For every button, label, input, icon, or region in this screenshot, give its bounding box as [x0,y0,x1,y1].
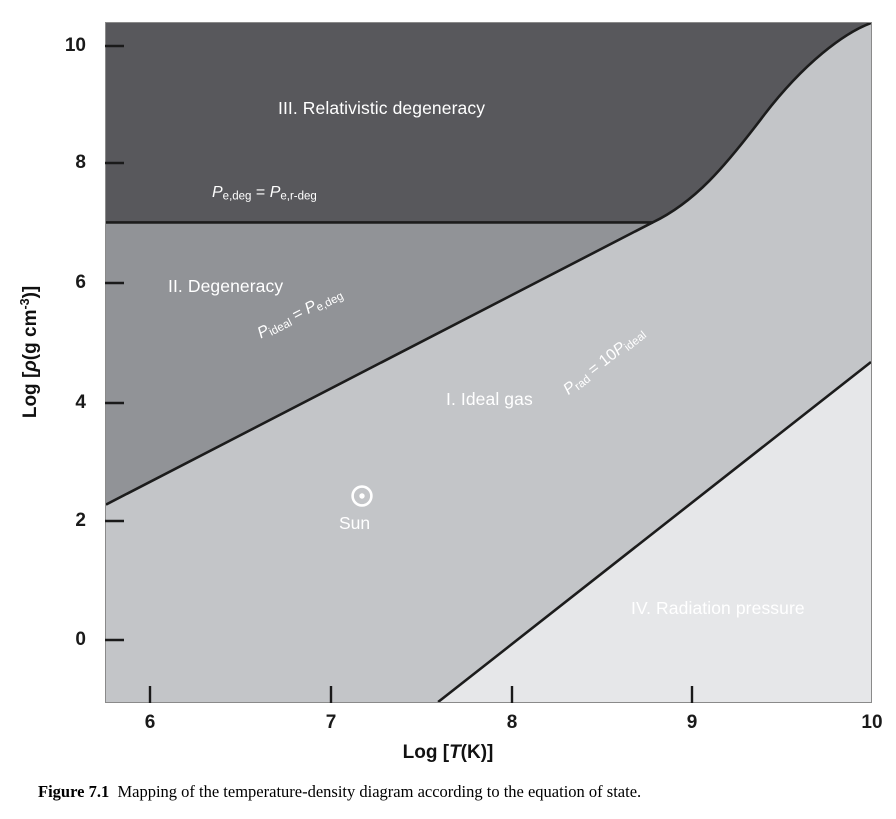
y-title-var: ρ [19,360,41,372]
sun-symbol-icon [351,485,373,507]
y-tick-label-6: 6 [75,272,86,293]
sun-label: Sun [339,513,371,533]
x-title-prefix: Log [ [402,742,450,763]
x-tick-label-7: 7 [325,712,337,733]
y-tick-label-4: 4 [75,392,86,413]
boundary-deg-rdeg [106,23,871,224]
y-tick-label-10: 10 [64,35,86,56]
x-tick-label-6: 6 [144,712,156,733]
y-title-open: (g cm [19,309,41,361]
x-tick-label-10: 10 [861,712,883,733]
y-title-close: )] [19,285,41,299]
y-axis-title: Log [ρ(g cm-3)] [18,285,41,419]
y-title-sup: -3 [18,298,33,310]
y-tick-label-0: 0 [75,629,86,650]
y-title-prefix: Log [ [19,371,41,419]
x-axis-title: Log [T(K)] [0,742,896,764]
caption-text: Mapping of the temperature-density diagr… [117,782,642,801]
y-tick-label-8: 8 [75,152,86,173]
x-tick-label-8: 8 [506,712,518,733]
figure-caption: Figure 7.1 Mapping of the temperature-de… [38,782,868,803]
caption-label: Figure 7.1 [38,782,110,801]
boundary-ideal-deg [106,221,654,506]
region-i-fill [106,23,871,702]
plot-area: III. Relativistic degeneracy II. Degener… [105,22,872,703]
y-axis-title-wrap: Log [ρ(g cm-3)] [18,12,42,692]
equation-of-state-diagram [106,23,871,702]
x-title-var: T [449,742,461,763]
y-tick-label-2: 2 [75,510,86,531]
x-title-suffix: (K)] [460,742,494,763]
boundary-rad-ideal [437,360,871,702]
region-iii-fill [106,23,871,223]
x-tick-label-9: 9 [686,712,698,733]
